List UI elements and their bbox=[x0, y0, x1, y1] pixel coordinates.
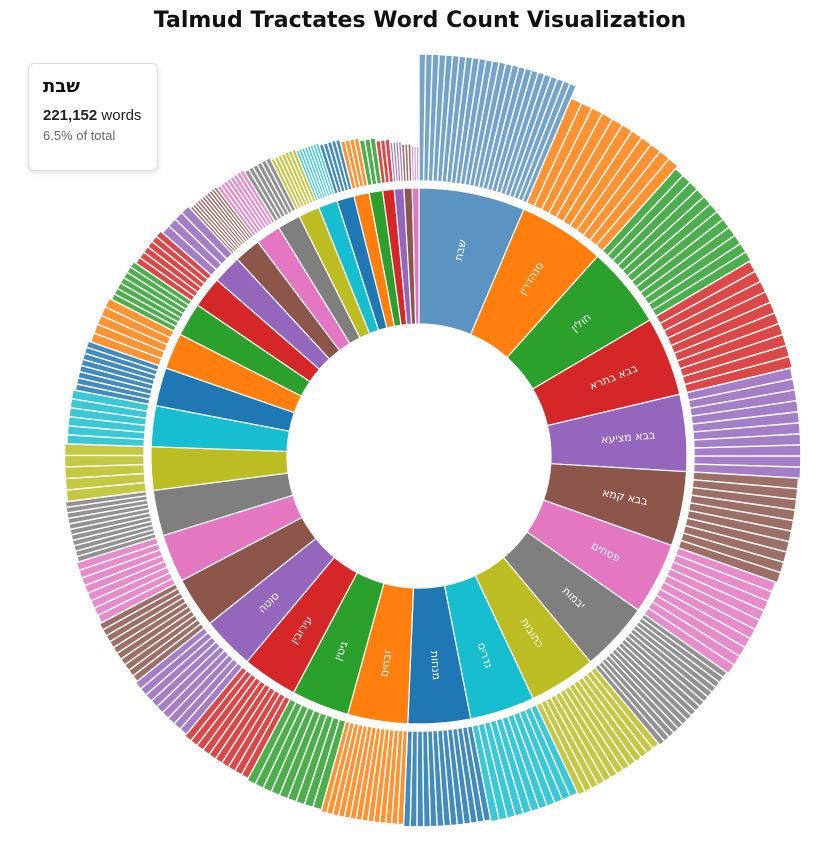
tractate-label: בבא מציעא bbox=[601, 428, 656, 446]
tractate-label: שבת bbox=[452, 238, 469, 262]
tooltip: שבת 221,152 words 6.5% of total bbox=[28, 63, 158, 171]
tooltip-word-unit: words bbox=[101, 107, 142, 124]
chapter-ring bbox=[63, 53, 802, 828]
tooltip-words: 221,152 words bbox=[43, 107, 143, 124]
tractate-label: מנחות bbox=[428, 650, 443, 680]
tooltip-percent: 6.5% of total bbox=[43, 128, 116, 143]
tractate-label: זבחים bbox=[377, 649, 394, 678]
tractate-segment[interactable] bbox=[411, 187, 420, 325]
chart-title: Talmud Tractates Word Count Visualizatio… bbox=[153, 8, 687, 33]
tractate-ring bbox=[150, 187, 688, 725]
chapter-segment[interactable] bbox=[415, 145, 420, 182]
tooltip-word-count: 221,152 bbox=[43, 107, 98, 124]
chapter-segment[interactable] bbox=[63, 454, 145, 468]
tooltip-name: שבת bbox=[43, 76, 80, 97]
